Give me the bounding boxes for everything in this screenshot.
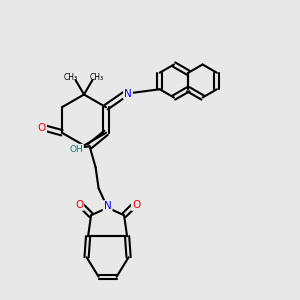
Text: CH₃: CH₃ [90, 73, 104, 82]
Text: N: N [104, 201, 112, 211]
Text: CH₃: CH₃ [64, 73, 78, 82]
Text: OH: OH [69, 145, 83, 154]
Text: O: O [75, 200, 83, 210]
Text: O: O [132, 200, 140, 210]
Text: N: N [124, 89, 132, 99]
Text: O: O [38, 123, 46, 133]
